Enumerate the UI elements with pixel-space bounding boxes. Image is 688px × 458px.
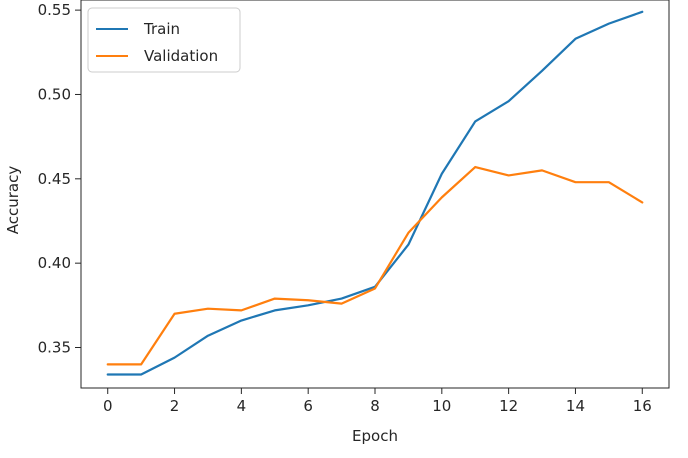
- x-tick-label: 2: [170, 397, 180, 415]
- y-tick-label: 0.45: [38, 170, 71, 188]
- series-layer: [106, 10, 644, 376]
- x-tick-label: 12: [499, 397, 518, 415]
- x-tick-label: 4: [237, 397, 247, 415]
- x-axis-label: Epoch: [352, 427, 398, 445]
- y-tick-label: 0.40: [38, 254, 71, 272]
- x-tick-label: 8: [370, 397, 380, 415]
- y-axis-ticks: 0.35 0.40 0.45 0.50 0.55: [38, 1, 81, 357]
- x-tick-label: 6: [303, 397, 313, 415]
- y-tick-label: 0.35: [38, 339, 71, 357]
- legend-validation-label: Validation: [144, 47, 218, 65]
- x-tick-label: 10: [432, 397, 451, 415]
- x-axis-ticks: 0 2 4 6 8 10 12 14 16: [103, 388, 652, 415]
- x-tick-label: 14: [566, 397, 585, 415]
- y-tick-label: 0.50: [38, 85, 71, 103]
- legend-train-label: Train: [143, 20, 180, 38]
- x-tick-label: 0: [103, 397, 113, 415]
- y-tick-label: 0.55: [38, 1, 71, 19]
- legend: Train Validation: [87, 7, 241, 73]
- x-tick-label: 16: [633, 397, 652, 415]
- y-axis-label: Accuracy: [4, 166, 22, 235]
